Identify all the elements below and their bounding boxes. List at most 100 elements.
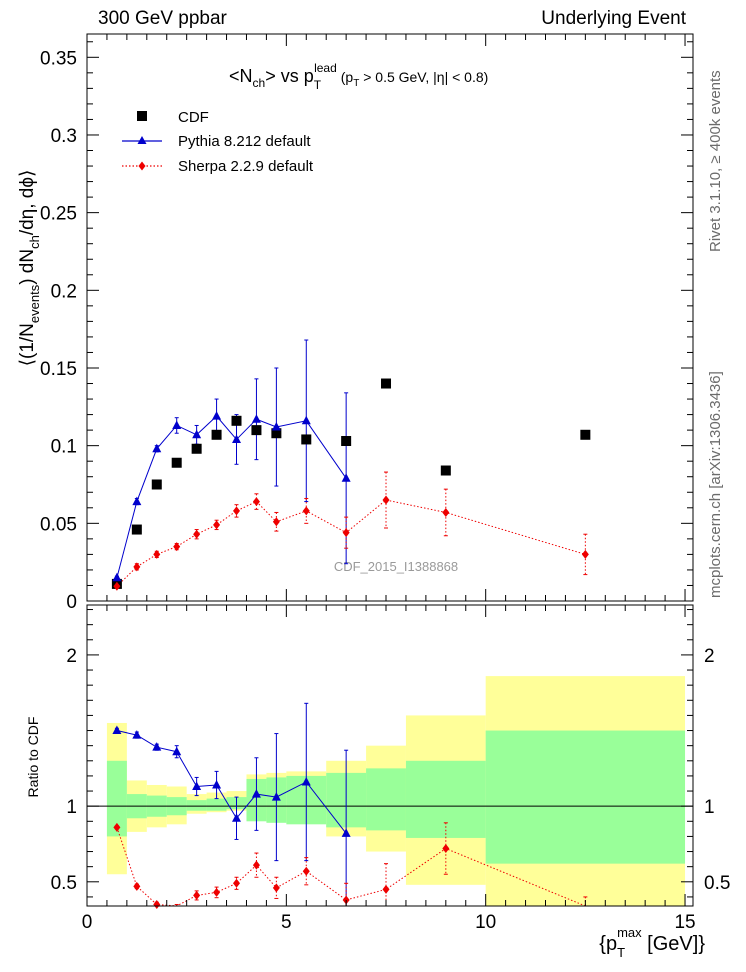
ratio-sherpa-point [342,895,350,905]
legend-label-pythia: Pythia 8.212 default [178,133,311,150]
sherpa-point [133,562,141,572]
ratio-sherpa-point [233,878,241,888]
main-y-tick-label: 0.35 [40,48,77,69]
cdf-point [301,434,312,445]
main-y-tick-label: 0.2 [51,281,77,302]
ratio-y-tick-label-right: 2 [704,646,715,667]
x-tick-label: 0 [82,912,93,933]
legend-marker-sherpa [138,161,146,171]
main-frame [86,33,694,602]
pythia-point [192,429,202,439]
ratio-pythia-point [251,789,261,798]
cdf-point [580,429,591,440]
sherpa-point [442,507,450,517]
main-y-tick-label: 0.05 [40,514,77,535]
ratio-band-inner [366,768,406,831]
cdf-point [131,524,142,535]
ratio-band-inner [206,798,227,811]
pythia-line [116,415,347,578]
cdf-point [231,415,242,426]
legend-marker-cdf [137,111,147,121]
legend-label-cdf: CDF [178,109,209,126]
x-axis-label: {pTmax [GeV]} [599,925,705,960]
ratio-sherpa-point [272,883,280,893]
x-tick-label: 5 [281,912,292,933]
cdf-point [381,378,392,389]
ratio-pythia-point [301,776,311,786]
sherpa-point [252,497,260,507]
header-right: Underlying Event [541,8,686,29]
ratio-band-inner [186,800,207,811]
ratio-y-tick-label-left: 1 [66,797,77,818]
main-y-tick-label: 0 [66,592,77,613]
ratio-sherpa-point [302,866,310,876]
ratio-sherpa-point [382,884,390,894]
ratio-sherpa-point [213,887,221,897]
main-title: <Nch> vs pTlead(pT > 0.5 GeV, |η| < 0.8) [229,61,488,92]
ratio-frame [86,604,694,907]
ratio-y-tick-label-left: 0.5 [51,873,77,894]
sherpa-point [581,549,589,559]
ratio-band-inner [485,730,686,864]
sherpa-point [213,520,221,530]
sherpa-point [382,495,390,505]
sherpa-point [302,506,310,516]
sherpa-point [193,529,201,539]
sherpa-point [272,517,280,527]
pythia-point [212,411,222,420]
cdf-point [341,435,352,446]
cdf-point [151,479,162,490]
sherpa-point [342,528,350,538]
main-y-tick-label: 0.3 [51,126,77,147]
ratio-sherpa-point [193,890,201,900]
watermark: CDF_2015_I1388868 [334,559,458,574]
pythia-point [172,420,182,429]
ratio-sherpa-point [442,844,450,854]
cdf-point [271,428,282,439]
ratio-pythia-point [112,725,122,735]
ratio-sherpa-point [133,881,141,891]
ratio-pythia-point [212,779,222,789]
ratio-pythia-point [192,781,202,791]
main-y-axis-label: ⟨(1/Nevents) dNch/dη, dϕ⟩ [17,170,42,367]
ratio-pythia-point [152,742,162,751]
sherpa-point [153,549,161,559]
x-tick-label: 15 [674,912,695,933]
main-y-tick-label: 0.1 [51,437,77,458]
ratio-y-axis-label: Ratio to CDF [25,717,41,798]
ratio-pythia-point [232,813,242,822]
ratio-pythia-point [172,746,182,756]
header-left: 300 GeV ppbar [98,8,227,29]
ratio-band-inner [106,760,127,837]
sherpa-point [173,542,181,552]
pythia-point [232,434,242,443]
ratio-sherpa-point [153,899,161,909]
ratio-sherpa-point [252,860,260,870]
pythia-point [271,422,281,431]
cdf-point [171,457,182,468]
sherpa-point [113,581,121,591]
legend: CDF Pythia 8.212 default Sherpa 2.2.9 de… [122,109,314,175]
pythia-point [112,572,122,582]
ratio-y-tick-label-left: 2 [66,646,77,667]
legend-label-sherpa: Sherpa 2.2.9 default [178,158,314,175]
cdf-point [191,443,202,454]
legend-marker-pythia [137,136,147,144]
pythia-point [132,496,142,506]
pythia-point [301,415,311,425]
ratio-y-tick-label-right: 1 [704,797,715,818]
ratio-band-inner [405,760,486,838]
ratio-pythia-point [132,730,142,739]
cdf-point [211,429,222,440]
cdf-point [440,465,451,476]
ratio-pythia-point [341,828,351,837]
ratio-y-tick-label-right: 0.5 [704,873,730,894]
main-y-tick-label: 0.15 [40,359,77,380]
pythia-point [341,473,351,482]
pythia-point [251,414,261,423]
ratio-sherpa-point [113,822,121,832]
main-y-tick-label: 0.25 [40,204,77,225]
pythia-point [152,443,162,453]
x-tick-label: 10 [475,912,496,933]
